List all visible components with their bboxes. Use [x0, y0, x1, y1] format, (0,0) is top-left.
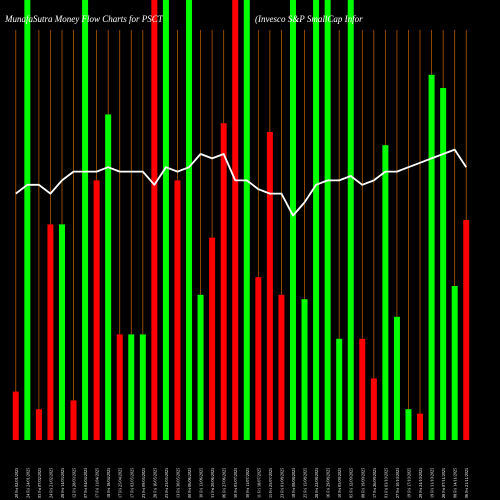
bar: [35, 409, 42, 440]
chart-subtitle: (Invesco S&P SmallCap Infor: [255, 14, 363, 24]
bar: [266, 132, 273, 440]
bar: [405, 409, 412, 440]
x-tick-label: 11 Fri 25/07/2025: [268, 468, 273, 498]
x-tick-label: 28 Fri 16/05/2025: [152, 468, 157, 498]
bar: [93, 180, 100, 440]
x-tick-label: 16 Fri 29/08/2025: [326, 468, 331, 498]
bar: [278, 294, 285, 440]
bar: [393, 316, 400, 440]
bar: [82, 0, 89, 440]
x-tick-label: 18 Fri 18/04/2025: [106, 468, 111, 498]
bar: [313, 0, 320, 440]
x-tick-label: 11 Fri 18/07/2025: [256, 468, 261, 498]
x-tick-label: 28 Fri 07/11/2025: [441, 468, 446, 498]
chart-title: MunafaSutra Money Flow Charts for PSCT: [5, 14, 163, 24]
bar: [58, 224, 65, 440]
x-tick-label: 17 Fri 25/04/2025: [118, 468, 123, 498]
bar: [12, 391, 19, 440]
bar: [359, 338, 366, 440]
bar: [382, 145, 389, 440]
bar: [197, 294, 204, 440]
bar: [70, 400, 77, 440]
bar: [324, 0, 331, 440]
bar: [116, 334, 123, 440]
x-tick-label: 18 Fri 08/08/2025: [291, 468, 296, 498]
bar: [289, 0, 296, 440]
x-tick-label: 08 Fri 19/09/2025: [360, 468, 365, 498]
x-tick-label: 23 Fri 09/05/2025: [141, 468, 146, 498]
x-tick-label: 28 Fri 22/08/2025: [314, 468, 319, 498]
x-tick-label: 19 Fri 17/10/2025: [406, 468, 411, 498]
x-tick-label: 27 Fri 10/10/2025: [395, 468, 400, 498]
bar: [440, 88, 447, 440]
x-tick-label: 00 Fri 06/06/2025: [187, 468, 192, 498]
bar: [336, 338, 343, 440]
bar: [417, 413, 424, 440]
x-tick-label: 08 Fri 14/11/2025: [453, 468, 458, 498]
bar: [162, 0, 169, 440]
bar: [128, 334, 135, 440]
x-tick-label: 24 Fri 24/01/2025: [25, 468, 30, 498]
bar: [451, 286, 458, 440]
x-tick-label: 07 Fri 04/04/2025: [83, 468, 88, 498]
x-tick-label: 30 Fri 13/06/2025: [199, 468, 204, 498]
bar: [428, 74, 435, 441]
bar: [301, 299, 308, 440]
x-tick-label: 25 Fri 15/08/2025: [303, 468, 308, 498]
x-tick-label: 23 Fri 23/05/2025: [164, 468, 169, 498]
x-tick-label: 12 Fri 28/03/2025: [72, 468, 77, 498]
x-tick-label: 17 Fri 26/09/2025: [372, 468, 377, 498]
x-tick-label: 28 Fri 14/03/2025: [60, 468, 65, 498]
x-tick-label: 20 Fri 02/01/2025: [14, 468, 19, 498]
x-tick-label: 03 Fri 07/02/2025: [37, 468, 42, 498]
bar: [347, 0, 354, 440]
money-flow-line: [15, 148, 467, 217]
x-tick-label: 06 Fri 27/06/2025: [222, 468, 227, 498]
bar: [463, 220, 470, 440]
x-tick-label: 30 Fri 11/07/2025: [245, 468, 250, 498]
bar: [209, 237, 216, 440]
x-tick-label: 30 Fri 03/07/2025: [233, 468, 238, 498]
x-tick-label: 19 Fri 31/10/2025: [430, 468, 435, 498]
x-tick-label: 05 Fri 12/09/2025: [349, 468, 354, 498]
bar: [174, 180, 181, 440]
x-tick-label: 17 Fri 02/05/2025: [129, 468, 134, 498]
bar: [243, 0, 250, 440]
x-tick-label: 10 Fri 05/09/2025: [337, 468, 342, 498]
x-tick-label: 01 Fri 03/10/2025: [383, 468, 388, 498]
x-tick-label: 06 Fri 21/11/2025: [464, 468, 469, 498]
bar: [220, 123, 227, 440]
x-tick-label: 13 Fri 30/05/2025: [175, 468, 180, 498]
bar: [47, 224, 54, 440]
x-tick-label: 17 Fri 11/04/2025: [95, 468, 100, 498]
x-tick-label: 29 Fri 24/10/2025: [418, 468, 423, 498]
bar: [232, 0, 239, 440]
bar: [139, 334, 146, 440]
bar: [24, 0, 31, 440]
bar: [186, 0, 193, 440]
x-tick-label: 23 Fri 01/08/2025: [279, 468, 284, 498]
bar: [370, 378, 377, 440]
x-tick-label: 31 Fri 20/06/2025: [210, 468, 215, 498]
bar: [105, 114, 112, 441]
bar: [255, 277, 262, 440]
x-tick-label: 24 Fri 21/02/2025: [48, 468, 53, 498]
bar: [151, 0, 158, 440]
